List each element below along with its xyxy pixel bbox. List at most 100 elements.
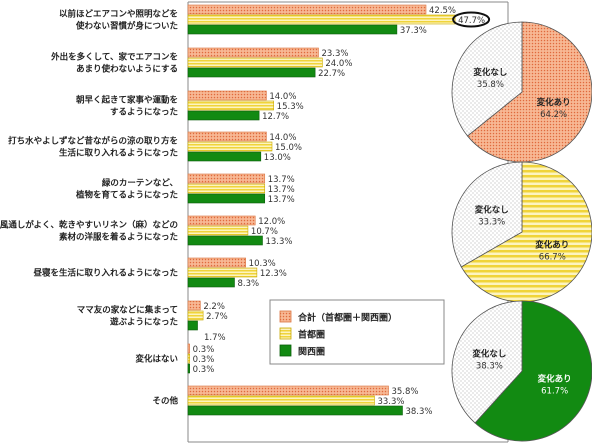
pie-slice-value: 61.7% <box>541 387 568 397</box>
bar-total <box>187 90 267 101</box>
pie-slice-name: 変化なし <box>472 348 506 359</box>
value-label: 15.0% <box>275 143 302 153</box>
category-label: 以前ほどエアコンや照明などを <box>59 9 178 20</box>
bar-total <box>187 343 190 354</box>
value-label: 2.2% <box>203 302 225 312</box>
bar-kansai <box>187 110 260 121</box>
bar-tokyo <box>187 310 204 321</box>
category-label: 外出を多くして、家でエアコンを <box>50 52 178 63</box>
category-label: 朝早く起きて家事や運動を <box>76 95 178 106</box>
bar-tokyo <box>187 395 375 406</box>
bar-total <box>187 173 266 184</box>
legend-label: 合計（首都圏＋関西圏） <box>298 312 397 324</box>
bar-tokyo <box>187 183 266 194</box>
category-label: 変化はない <box>135 354 178 365</box>
pie-slice-name: 変化なし <box>475 204 509 215</box>
highlight-ellipse <box>452 11 491 28</box>
pie-slice-name: 変化あり <box>535 240 569 251</box>
value-label: 10.7% <box>251 227 278 237</box>
value-label: 10.3% <box>249 259 276 269</box>
value-label: 22.7% <box>318 69 345 79</box>
bar-total <box>187 215 256 226</box>
value-label: 37.3% <box>400 26 427 36</box>
value-label: 14.0% <box>269 133 296 143</box>
category-label: あまり使わないようにする <box>76 64 178 75</box>
category-label: 植物を育てるようになった <box>75 190 178 201</box>
value-label: 47.7% <box>458 16 485 26</box>
value-label: 24.0% <box>325 59 352 69</box>
bar-tokyo <box>187 14 456 25</box>
bar-tokyo <box>187 267 258 278</box>
value-label: 14.0% <box>269 92 296 102</box>
value-label: 13.0% <box>264 153 291 163</box>
legend-swatch <box>279 310 292 323</box>
category-label: 使わない習慣が身についた <box>75 21 178 32</box>
category-label: その他 <box>152 396 178 407</box>
value-label: 38.3% <box>405 407 432 417</box>
bar-kansai <box>187 277 235 288</box>
bar-kansai <box>187 151 262 162</box>
value-label: 13.7% <box>268 185 295 195</box>
pie-slice-unchanged <box>451 161 523 268</box>
value-label: 12.3% <box>260 269 287 279</box>
bar-kansai <box>187 363 190 374</box>
pie-slice-unchanged <box>451 21 523 137</box>
pie-slice-name: 変化あり <box>537 97 571 108</box>
category-label: 昼寝を生活に取り入れるようになった <box>32 268 178 279</box>
value-label: 13.7% <box>268 175 295 185</box>
bar-total <box>187 257 246 268</box>
value-label: 42.5% <box>429 6 456 16</box>
category-label: するようになった <box>110 107 178 118</box>
value-label: 12.0% <box>258 217 285 227</box>
value-label: 15.3% <box>277 102 304 112</box>
category-label: 遊ぶようになった <box>110 317 178 328</box>
pie-slice-unchanged <box>451 300 523 424</box>
bar-tokyo <box>187 225 249 236</box>
value-label: 8.3% <box>237 279 259 289</box>
value-label: 13.3% <box>265 237 292 247</box>
bar-tokyo <box>187 57 323 68</box>
pie-slice-name: 変化なし <box>473 67 507 78</box>
value-label: 1.7% <box>204 333 226 343</box>
category-label: 風通しがよく、乾きやすいリネン（麻）などの <box>0 220 178 231</box>
value-label: 0.3% <box>193 365 215 375</box>
pie-slice-value: 35.8% <box>477 80 504 90</box>
bar-total <box>187 385 389 396</box>
bar-total <box>187 47 319 58</box>
value-label: 13.7% <box>268 195 295 205</box>
bar-total <box>187 300 201 311</box>
bar-kansai <box>187 193 266 204</box>
bar-total <box>187 131 267 142</box>
bar-tokyo <box>187 353 190 364</box>
legend-box <box>269 299 445 365</box>
bar-kansai <box>187 320 198 331</box>
pie-slice-value: 64.2% <box>540 110 567 120</box>
legend-label: 首都圏 <box>298 329 325 341</box>
category-label: 素材の洋服を着るようになった <box>59 232 178 243</box>
bar-tokyo <box>187 100 274 111</box>
value-label: 12.7% <box>262 112 289 122</box>
bar-total <box>187 4 427 15</box>
pie-slice-changed <box>460 161 592 303</box>
category-label: 生活に取り入れるようになった <box>59 148 178 159</box>
pie-slice-changed <box>474 300 592 442</box>
value-label: 2.7% <box>206 312 228 322</box>
pie-slice-value: 33.3% <box>478 217 505 227</box>
bar-kansai <box>187 67 316 78</box>
value-label: 0.3% <box>193 355 215 365</box>
value-label: 0.3% <box>193 345 215 355</box>
value-label: 35.8% <box>391 387 418 397</box>
bar-kansai <box>187 24 398 35</box>
value-label: 33.3% <box>377 397 404 407</box>
pie-slice-value: 38.3% <box>476 361 503 371</box>
value-label: 23.3% <box>321 49 348 59</box>
legend-label: 関西圏 <box>298 347 325 358</box>
pie-slice-value: 66.7% <box>539 253 566 263</box>
category-label: ママ友の家などに集まって <box>77 305 178 316</box>
category-label: 打ち水やよしずなど昔ながらの涼の取り方を <box>8 136 178 147</box>
legend-swatch <box>279 327 292 340</box>
pie-slice-name: 変化あり <box>538 374 572 385</box>
bar-tokyo <box>187 141 273 152</box>
bar-kansai <box>187 405 403 416</box>
